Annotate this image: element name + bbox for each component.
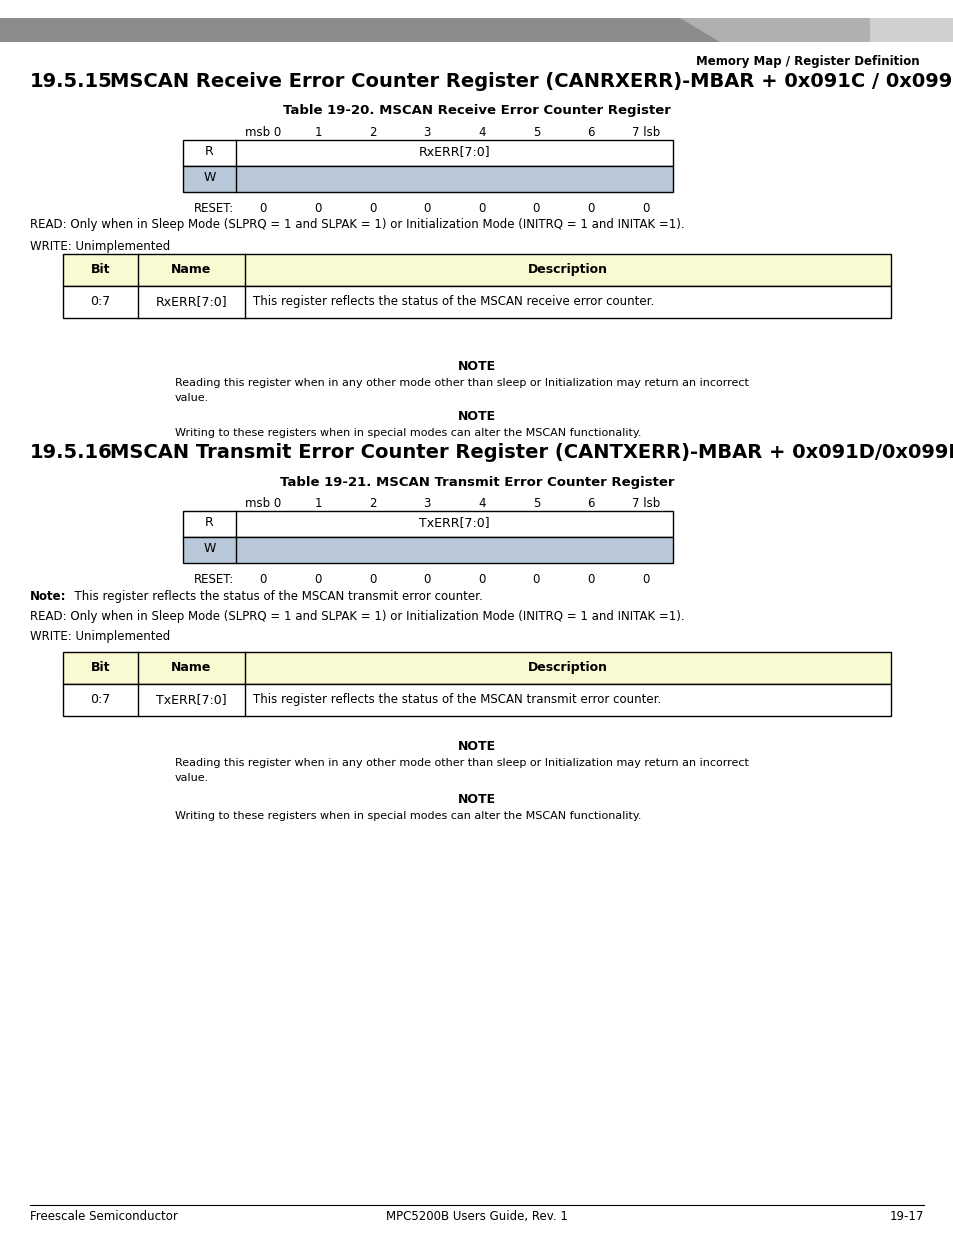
Text: TxERR[7:0]: TxERR[7:0] [418,516,489,529]
Text: Bit: Bit [91,263,111,275]
Text: Description: Description [527,263,607,275]
Text: RESET:: RESET: [193,203,233,215]
Bar [63,287,890,317]
Text: 1: 1 [314,496,321,510]
Text: 0: 0 [641,203,649,215]
Text: 1: 1 [314,126,321,140]
Text: 19.5.15: 19.5.15 [30,72,112,91]
Text: msb 0: msb 0 [245,126,281,140]
Text: 19-17: 19-17 [889,1210,923,1223]
Text: Name: Name [172,263,212,275]
Text: This register reflects the status of the MSCAN transmit error counter.: This register reflects the status of the… [253,693,660,706]
Text: 0: 0 [423,573,431,585]
Text: 0: 0 [532,203,539,215]
Text: MSCAN Transmit Error Counter Register (CANTXERR)-MBAR + 0x091D/0x099D: MSCAN Transmit Error Counter Register (C… [110,443,953,462]
Text: RxERR[7:0]: RxERR[7:0] [155,295,227,308]
Text: 4: 4 [477,496,485,510]
Text: Note:: Note: [30,590,67,603]
Text: WRITE: Unimplemented: WRITE: Unimplemented [30,630,170,643]
Text: 2: 2 [369,126,375,140]
Text: W: W [203,170,215,184]
Bar [183,140,672,165]
Text: READ: Only when in Sleep Mode (SLPRQ = 1 and SLPAK = 1) or Initialization Mode (: READ: Only when in Sleep Mode (SLPRQ = 1… [30,610,684,622]
Text: 6: 6 [587,496,594,510]
Bar [183,165,672,191]
Bar [63,652,890,684]
Text: R: R [205,516,213,529]
Text: 19.5.16: 19.5.16 [30,443,112,462]
Text: 0: 0 [369,573,375,585]
Text: 0:7: 0:7 [91,693,111,706]
Text: 6: 6 [587,126,594,140]
Text: 2: 2 [369,496,375,510]
Text: 0: 0 [314,203,321,215]
Text: Bit: Bit [91,661,111,674]
Text: 5: 5 [532,126,539,140]
Text: Reading this register when in any other mode other than sleep or Initialization : Reading this register when in any other … [174,758,748,768]
Text: NOTE: NOTE [457,410,496,424]
Text: 0: 0 [477,203,485,215]
Bar [183,511,672,537]
Text: 3: 3 [423,496,431,510]
Text: 0: 0 [587,203,594,215]
Text: Name: Name [172,661,212,674]
Text: 0: 0 [477,573,485,585]
Text: Table 19-21. MSCAN Transmit Error Counter Register: Table 19-21. MSCAN Transmit Error Counte… [279,475,674,489]
Text: value.: value. [174,393,209,403]
Text: value.: value. [174,773,209,783]
Text: 0: 0 [423,203,431,215]
Text: MPC5200B Users Guide, Rev. 1: MPC5200B Users Guide, Rev. 1 [386,1210,567,1223]
Text: READ: Only when in Sleep Mode (SLPRQ = 1 and SLPAK = 1) or Initialization Mode (: READ: Only when in Sleep Mode (SLPRQ = 1… [30,219,684,231]
Text: 4: 4 [477,126,485,140]
Text: 0: 0 [259,573,267,585]
Text: NOTE: NOTE [457,793,496,806]
Text: Writing to these registers when in special modes can alter the MSCAN functionali: Writing to these registers when in speci… [174,811,640,821]
Bar [0,19,953,42]
Text: W: W [203,542,215,555]
Text: 7 lsb: 7 lsb [631,496,659,510]
Text: MSCAN Receive Error Counter Register (CANRXERR)-MBAR + 0x091C / 0x099C: MSCAN Receive Error Counter Register (CA… [110,72,953,91]
Text: Reading this register when in any other mode other than sleep or Initialization : Reading this register when in any other … [174,378,748,388]
Text: RxERR[7:0]: RxERR[7:0] [418,144,490,158]
Text: Description: Description [527,661,607,674]
Text: 0: 0 [259,203,267,215]
Text: WRITE: Unimplemented: WRITE: Unimplemented [30,240,170,253]
Text: 0: 0 [369,203,375,215]
Text: 0: 0 [587,573,594,585]
Text: 0:7: 0:7 [91,295,111,308]
Text: 3: 3 [423,126,431,140]
Text: NOTE: NOTE [457,359,496,373]
Text: Table 19-20. MSCAN Receive Error Counter Register: Table 19-20. MSCAN Receive Error Counter… [283,104,670,117]
Text: 0: 0 [641,573,649,585]
Bar [63,254,890,287]
Bar [63,684,890,716]
Text: msb 0: msb 0 [245,496,281,510]
Text: This register reflects the status of the MSCAN receive error counter.: This register reflects the status of the… [253,295,654,308]
Text: R: R [205,144,213,158]
Text: 7 lsb: 7 lsb [631,126,659,140]
Text: RESET:: RESET: [193,573,233,585]
Text: Writing to these registers when in special modes can alter the MSCAN functionali: Writing to these registers when in speci… [174,429,640,438]
Bar [183,537,672,563]
Text: 0: 0 [314,573,321,585]
Text: Freescale Semiconductor: Freescale Semiconductor [30,1210,177,1223]
Text: This register reflects the status of the MSCAN transmit error counter.: This register reflects the status of the… [67,590,482,603]
Text: TxERR[7:0]: TxERR[7:0] [156,693,227,706]
Text: Memory Map / Register Definition: Memory Map / Register Definition [696,56,919,68]
Polygon shape [869,19,953,42]
Text: 0: 0 [532,573,539,585]
Polygon shape [679,19,869,42]
Text: 5: 5 [532,496,539,510]
Text: NOTE: NOTE [457,740,496,753]
